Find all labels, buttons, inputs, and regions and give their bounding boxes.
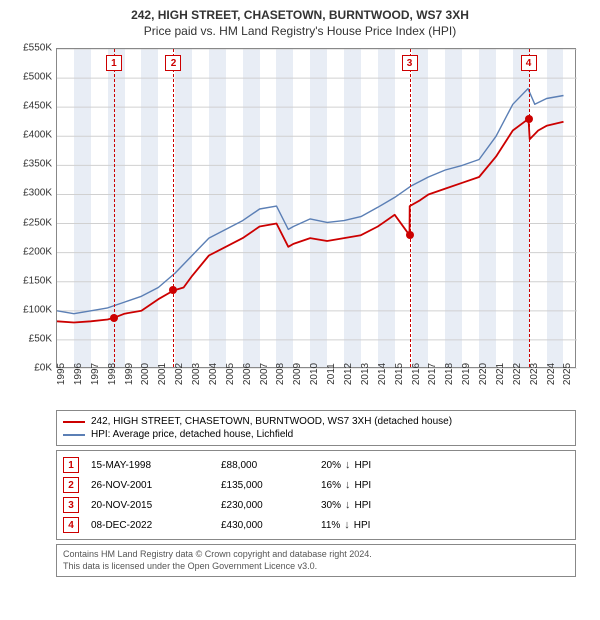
- marker-row-hpi: 16%↓HPI: [321, 479, 471, 491]
- legend-row-red: 242, HIGH STREET, CHASETOWN, BURNTWOOD, …: [63, 415, 569, 428]
- title-address: 242, HIGH STREET, CHASETOWN, BURNTWOOD, …: [12, 8, 588, 22]
- x-tick-label: 2025: [562, 363, 573, 385]
- x-tick-label: 2024: [546, 363, 557, 385]
- y-tick-label: £250K: [23, 217, 52, 228]
- marker-dot-2: [169, 286, 177, 294]
- y-tick-label: £100K: [23, 304, 52, 315]
- title-subtitle: Price paid vs. HM Land Registry's House …: [12, 24, 588, 38]
- x-tick-label: 2019: [461, 363, 472, 385]
- legend-label-blue: HPI: Average price, detached house, Lich…: [91, 429, 293, 440]
- marker-line-4: [529, 49, 530, 367]
- x-tick-label: 1996: [73, 363, 84, 385]
- marker-dot-3: [406, 231, 414, 239]
- marker-flag-4: 4: [521, 55, 537, 71]
- x-tick-label: 1999: [124, 363, 135, 385]
- y-tick-label: £50K: [29, 333, 52, 344]
- marker-line-2: [173, 49, 174, 367]
- x-tick-label: 2000: [140, 363, 151, 385]
- x-tick-label: 2001: [157, 363, 168, 385]
- marker-row-num: 2: [63, 477, 79, 493]
- chart-area: 1 2 3 4 £0K £50K £100K £150K £200K £250K £300K £35…: [12, 44, 588, 404]
- marker-row-date: 08-DEC-2022: [91, 520, 221, 531]
- marker-row-price: £430,000: [221, 520, 321, 531]
- x-tick-label: 2013: [360, 363, 371, 385]
- x-tick-label: 2018: [444, 363, 455, 385]
- footer-line2: This data is licensed under the Open Gov…: [63, 561, 569, 573]
- marker-row-price: £230,000: [221, 500, 321, 511]
- x-tick-label: 2006: [242, 363, 253, 385]
- y-tick-label: £300K: [23, 188, 52, 199]
- marker-row-date: 20-NOV-2015: [91, 500, 221, 511]
- legend-label-red: 242, HIGH STREET, CHASETOWN, BURNTWOOD, …: [91, 416, 452, 427]
- x-tick-label: 2002: [174, 363, 185, 385]
- y-tick-label: £0K: [34, 363, 52, 374]
- x-tick-label: 1995: [56, 363, 67, 385]
- marker-row-num: 4: [63, 517, 79, 533]
- down-arrow-icon: ↓: [344, 519, 350, 531]
- legend: 242, HIGH STREET, CHASETOWN, BURNTWOOD, …: [56, 410, 576, 446]
- x-tick-label: 2008: [275, 363, 286, 385]
- chart-svg: [57, 49, 577, 369]
- x-tick-label: 1997: [90, 363, 101, 385]
- marker-row-date: 26-NOV-2001: [91, 480, 221, 491]
- legend-swatch-blue: [63, 434, 85, 436]
- x-tick-label: 2021: [495, 363, 506, 385]
- x-tick-label: 2012: [343, 363, 354, 385]
- x-tick-label: 2005: [225, 363, 236, 385]
- y-tick-label: £150K: [23, 275, 52, 286]
- down-arrow-icon: ↓: [345, 479, 351, 491]
- x-tick-label: 2022: [512, 363, 523, 385]
- marker-dot-1: [110, 314, 118, 322]
- y-tick-label: £350K: [23, 159, 52, 170]
- marker-row-2: 2 26-NOV-2001£135,00016%↓HPI: [63, 475, 569, 495]
- marker-row-1: 1 15-MAY-1998£88,00020%↓HPI: [63, 455, 569, 475]
- x-tick-label: 2010: [309, 363, 320, 385]
- marker-row-num: 3: [63, 497, 79, 513]
- x-tick-label: 2009: [292, 363, 303, 385]
- y-tick-label: £400K: [23, 130, 52, 141]
- marker-dot-4: [525, 115, 533, 123]
- marker-row-hpi: 11%↓HPI: [321, 519, 471, 531]
- x-tick-label: 2007: [259, 363, 270, 385]
- marker-flag-1: 1: [106, 55, 122, 71]
- x-tick-label: 2015: [394, 363, 405, 385]
- footer: Contains HM Land Registry data © Crown c…: [56, 544, 576, 577]
- y-tick-label: £550K: [23, 43, 52, 54]
- chart-container: 242, HIGH STREET, CHASETOWN, BURNTWOOD, …: [0, 0, 600, 620]
- x-tick-label: 2017: [427, 363, 438, 385]
- legend-swatch-red: [63, 421, 85, 423]
- legend-row-blue: HPI: Average price, detached house, Lich…: [63, 428, 569, 441]
- marker-row-date: 15-MAY-1998: [91, 460, 221, 471]
- title-block: 242, HIGH STREET, CHASETOWN, BURNTWOOD, …: [12, 8, 588, 38]
- x-tick-label: 1998: [107, 363, 118, 385]
- series-blue: [57, 89, 564, 314]
- plot-area: 1 2 3 4: [56, 48, 576, 368]
- marker-row-num: 1: [63, 457, 79, 473]
- marker-row-4: 4 08-DEC-2022£430,00011%↓HPI: [63, 515, 569, 535]
- x-tick-label: 2011: [326, 363, 337, 385]
- x-tick-label: 2014: [377, 363, 388, 385]
- x-tick-label: 2020: [478, 363, 489, 385]
- marker-row-hpi: 20%↓HPI: [321, 459, 471, 471]
- marker-row-price: £88,000: [221, 460, 321, 471]
- y-tick-label: £500K: [23, 72, 52, 83]
- marker-line-3: [410, 49, 411, 367]
- marker-row-3: 3 20-NOV-2015£230,00030%↓HPI: [63, 495, 569, 515]
- footer-line1: Contains HM Land Registry data © Crown c…: [63, 549, 569, 561]
- x-tick-label: 2003: [191, 363, 202, 385]
- marker-flag-2: 2: [165, 55, 181, 71]
- marker-flag-3: 3: [402, 55, 418, 71]
- series-red: [57, 119, 564, 323]
- down-arrow-icon: ↓: [345, 499, 351, 511]
- marker-row-price: £135,000: [221, 480, 321, 491]
- marker-row-hpi: 30%↓HPI: [321, 499, 471, 511]
- y-tick-label: £450K: [23, 101, 52, 112]
- x-tick-label: 2004: [208, 363, 219, 385]
- x-tick-label: 2023: [529, 363, 540, 385]
- marker-table: 1 15-MAY-1998£88,00020%↓HPI 2 26-NOV-2001£1…: [56, 450, 576, 540]
- y-tick-label: £200K: [23, 246, 52, 257]
- x-tick-label: 2016: [411, 363, 422, 385]
- down-arrow-icon: ↓: [345, 459, 351, 471]
